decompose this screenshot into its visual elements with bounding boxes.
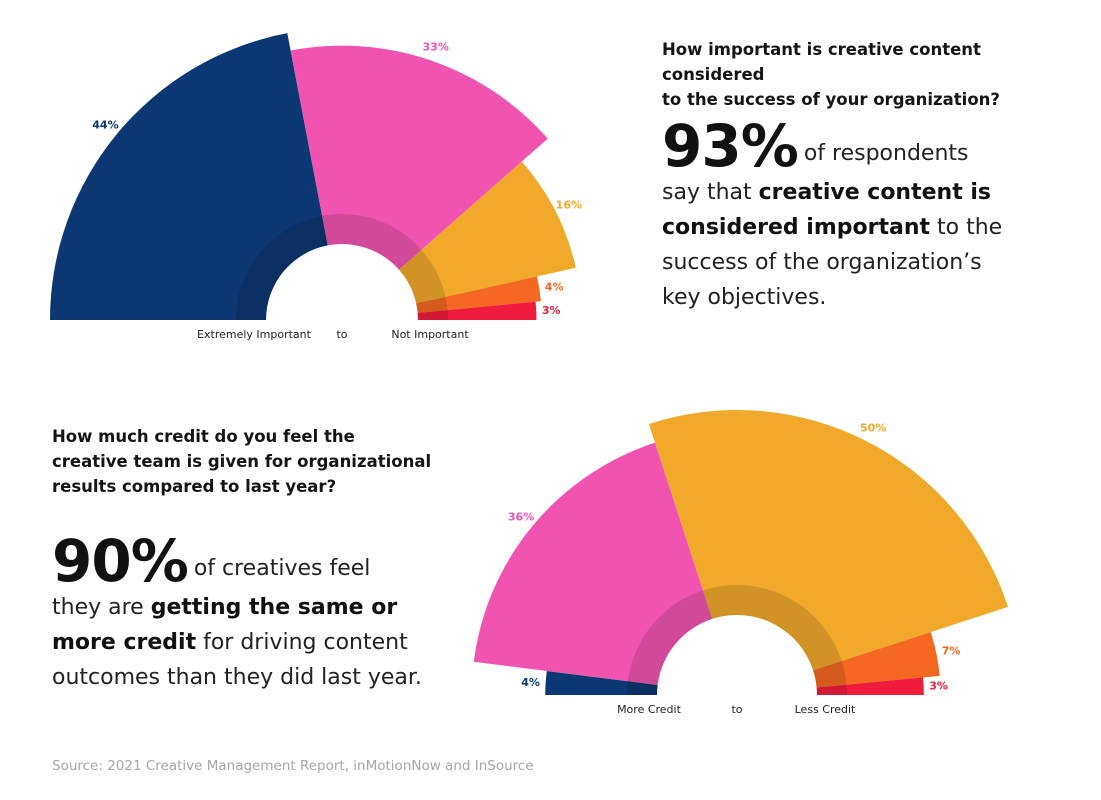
chart1-slice-5 [417,301,537,320]
question-top: How important is creative content consid… [662,37,1082,112]
chart1-slice-4 [416,276,541,313]
stat-top-bold-2: considered important [662,215,931,240]
stat-top-text-2: say that [662,180,752,205]
chart1-value-label-5: 3% [542,304,561,317]
chart2-value-label-5: 3% [929,679,948,692]
question-bottom: How much credit do you feel the creative… [52,424,452,499]
stat-top-line-1: 93% of respondents [662,117,1082,175]
stat-bottom: 90% of creatives feel they are getting th… [52,532,462,695]
stat-bottom-line-2: they are getting the same or [52,590,462,625]
chart1-value-label-4: 4% [545,280,564,293]
chart1-slice-1 [50,33,328,321]
chart2-slice-2 [473,442,713,685]
chart2-value-label-2: 36% [508,510,534,523]
question-bottom-line-2: creative team is given for organizationa… [52,452,432,471]
question-top-line-1: How important is creative content consid… [662,40,981,84]
chart2-inner-shadow-ring [627,585,847,695]
chart1-value-label-1: 44% [92,118,118,131]
stat-top-line-2: say that creative content is [662,175,1082,210]
chart2-value-label-4: 7% [942,645,961,658]
source-note: Source: 2021 Creative Management Report,… [52,758,534,774]
stat-top-line-5: key objectives. [662,285,827,310]
chart1-value-label-2: 33% [423,40,449,53]
chart2-axis-label-middle: to [731,703,742,716]
chart2-slice-4 [813,632,940,688]
chart1-value-label-3: 16% [556,198,582,211]
stat-top-text-3: to the [937,215,1003,240]
chart2-slice-5 [816,677,924,695]
stat-bottom-bold-2: more credit [52,630,197,655]
stat-top-text-1: of respondents [803,141,969,166]
chart2-axis-label-left: More Credit [617,703,682,716]
question-bottom-line-1: How much credit do you feel the [52,427,355,446]
chart1-inner-shadow-ring [236,214,448,320]
chart2-value-label-1: 4% [521,676,540,689]
stat-top-line-3: considered important to the [662,210,1082,245]
stat-top: 93% of respondents say that creative cont… [662,117,1082,315]
chart1-slice-3 [399,161,576,304]
stat-bottom-bold-1: getting the same or [150,595,398,620]
stat-top-line-4: success of the organization’s [662,250,982,275]
stat-bottom-number: 90% [52,527,189,595]
stat-bottom-line-1: 90% of creatives feel [52,532,462,590]
stat-top-bold-1: creative content is [758,180,992,205]
chart1-axis-label-middle: to [336,328,347,341]
question-top-line-2: to the success of your organization? [662,90,1000,109]
stat-bottom-line-4: outcomes than they did last year. [52,665,422,690]
stat-bottom-text-3: for driving content [203,630,408,655]
stat-top-number: 93% [662,112,799,180]
chart1-slice-2 [290,45,548,270]
chart2-slice-3 [648,410,1009,671]
chart1-axis-label-left: Extremely Important [197,328,312,341]
question-bottom-line-3: results compared to last year? [52,477,337,496]
chart2-value-label-3: 50% [860,422,886,435]
stat-bottom-text-2: they are [52,595,144,620]
stat-bottom-line-3: more credit for driving content [52,625,462,660]
stat-bottom-text-1: of creatives feel [193,556,371,581]
chart2-slice-1 [545,670,658,695]
chart2-axis-label-right: Less Credit [795,703,856,716]
chart1-axis-label-right: Not Important [391,328,469,341]
